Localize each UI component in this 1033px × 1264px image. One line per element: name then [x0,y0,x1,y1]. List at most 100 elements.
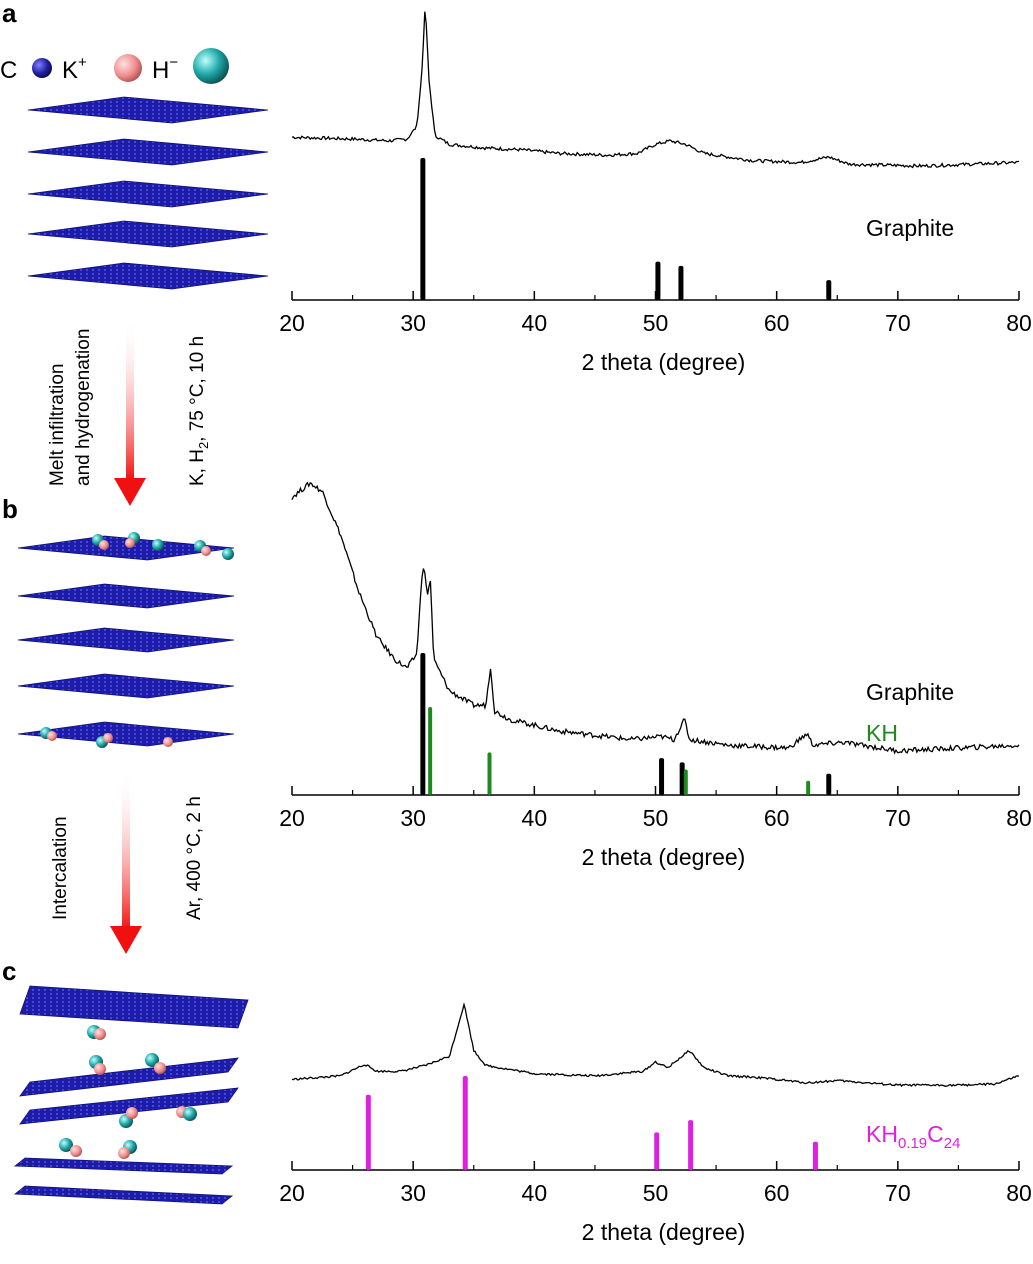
x-tick-label: 20 [279,805,305,831]
x-tick-label: 60 [764,1180,790,1206]
graphene-layer [27,220,269,248]
graphene-layer [17,583,235,609]
hydride-atom-icon [152,539,164,551]
graphene-layer [17,627,235,653]
graphene-layer [27,138,269,166]
hydride-atom-icon [222,548,234,560]
graphite-structure [27,96,269,290]
reference-peak-bar [365,1094,371,1170]
x-tick-label: 60 [764,310,790,336]
graphene-layer [17,535,235,561]
x-tick-label: 70 [885,805,911,831]
x-tick-label: 70 [885,310,911,336]
potassium-atom-icon [154,1062,166,1074]
hydride-atom-icon [183,1107,197,1121]
reference-peak-bar [655,261,661,300]
x-tick-label: 30 [400,1180,426,1206]
graphene-layer [19,985,249,1029]
process-arrow-1 [114,318,146,506]
potassium-atom-icon [125,538,135,548]
arrow-head-icon [110,926,142,954]
legend-entry: KH [866,720,898,746]
process-arrow-2 [110,770,142,954]
reference-peak-bar [654,1132,660,1170]
legend-entry: KH0.19C24 [866,1121,960,1152]
potassium-atom-icon [99,540,109,550]
reference-peak-bar [812,1141,818,1170]
reference-peak-bar [806,780,811,795]
process-2-label: Intercalation [50,816,71,920]
potassium-atom-icon [103,733,113,743]
process-1-condition: K, H2, 75 °C, 10 h [187,336,211,486]
x-tick-label: 50 [643,1180,669,1206]
x-axis-label: 2 theta (degree) [582,1219,746,1245]
reference-peak-bar [683,769,688,795]
reference-peak-bar [826,773,832,795]
x-tick-label: 20 [279,1180,305,1206]
legend-entry: Graphite [866,215,954,241]
x-tick-label: 50 [643,310,669,336]
key-carbon-label: C [0,57,17,84]
xrd-chart-a: 20 30 40 50 60 70 80 2 theta (degree) Graphite [279,11,1032,375]
x-tick-label: 30 [400,310,426,336]
panel-label-b: b [2,494,18,524]
potassium-atom-icon [70,1145,82,1157]
hydride-atom-icon [145,1053,159,1067]
key-hydride-label: H− [152,54,178,84]
carbon-atom-icon [32,58,52,78]
kh-graphite-structure [17,532,235,748]
x-axis-label: 2 theta (degree) [582,349,746,375]
hydride-atom-icon [193,48,229,84]
graphene-layer [19,1057,239,1097]
reference-peak-bar [462,1076,468,1170]
x-tick-label: 50 [643,805,669,831]
reference-peak-bar [679,762,685,795]
reference-peak-bar [420,158,426,300]
reference-peak-bar [428,706,433,795]
xrd-pattern-line [291,1002,1020,1088]
panel-label-a: a [2,0,17,28]
potassium-atom-icon [47,731,57,741]
intercalated-structure [13,985,249,1205]
legend-entry: Graphite [866,679,954,705]
reference-peak-bar [487,752,492,795]
x-tick-label: 40 [522,805,548,831]
arrow-shaft [126,318,134,480]
arrow-head-icon [114,478,146,506]
graphene-layer [13,1157,234,1175]
reference-peak-bar [688,1120,694,1170]
x-tick-label: 70 [885,1180,911,1206]
process-1-line1: Melt infiltration [47,364,68,487]
panel-label-c: c [2,956,16,986]
x-tick-label: 80 [1006,1180,1032,1206]
key-potassium-label: K+ [62,54,87,84]
x-tick-label: 40 [522,1180,548,1206]
graphene-layer [17,673,235,699]
process-1-line2: and hydrogenation [73,329,94,486]
x-tick-label: 80 [1006,310,1032,336]
potassium-atom-icon [94,1028,106,1040]
potassium-atom-icon [118,1147,130,1159]
potassium-atom-icon [94,1063,106,1075]
graphene-layer [19,1087,239,1125]
reference-peak-bar [659,758,665,795]
graphene-layer [27,96,269,124]
process-2-condition: Ar, 400 °C, 2 h [184,796,205,920]
x-tick-label: 20 [279,310,305,336]
x-axis-label: 2 theta (degree) [582,844,746,870]
graphene-layer [27,262,269,290]
x-tick-label: 30 [400,805,426,831]
graphene-layer [13,1185,234,1205]
x-tick-label: 40 [522,310,548,336]
hydride-atom-icon [59,1138,73,1152]
xrd-pattern-line [291,11,1020,169]
xrd-chart-b: 20 30 40 50 60 70 80 2 theta (degree) Graphite KH [279,481,1032,870]
atom-key: C K+ H− [0,48,229,84]
xrd-chart-c: 20 30 40 50 60 70 80 2 theta (degree) KH0.19C24 [279,1002,1032,1245]
potassium-atom-icon [126,1107,138,1119]
x-tick-label: 60 [764,805,790,831]
potassium-atom-icon [201,546,211,556]
reference-peak-bar [826,280,832,300]
x-tick-label: 80 [1006,805,1032,831]
